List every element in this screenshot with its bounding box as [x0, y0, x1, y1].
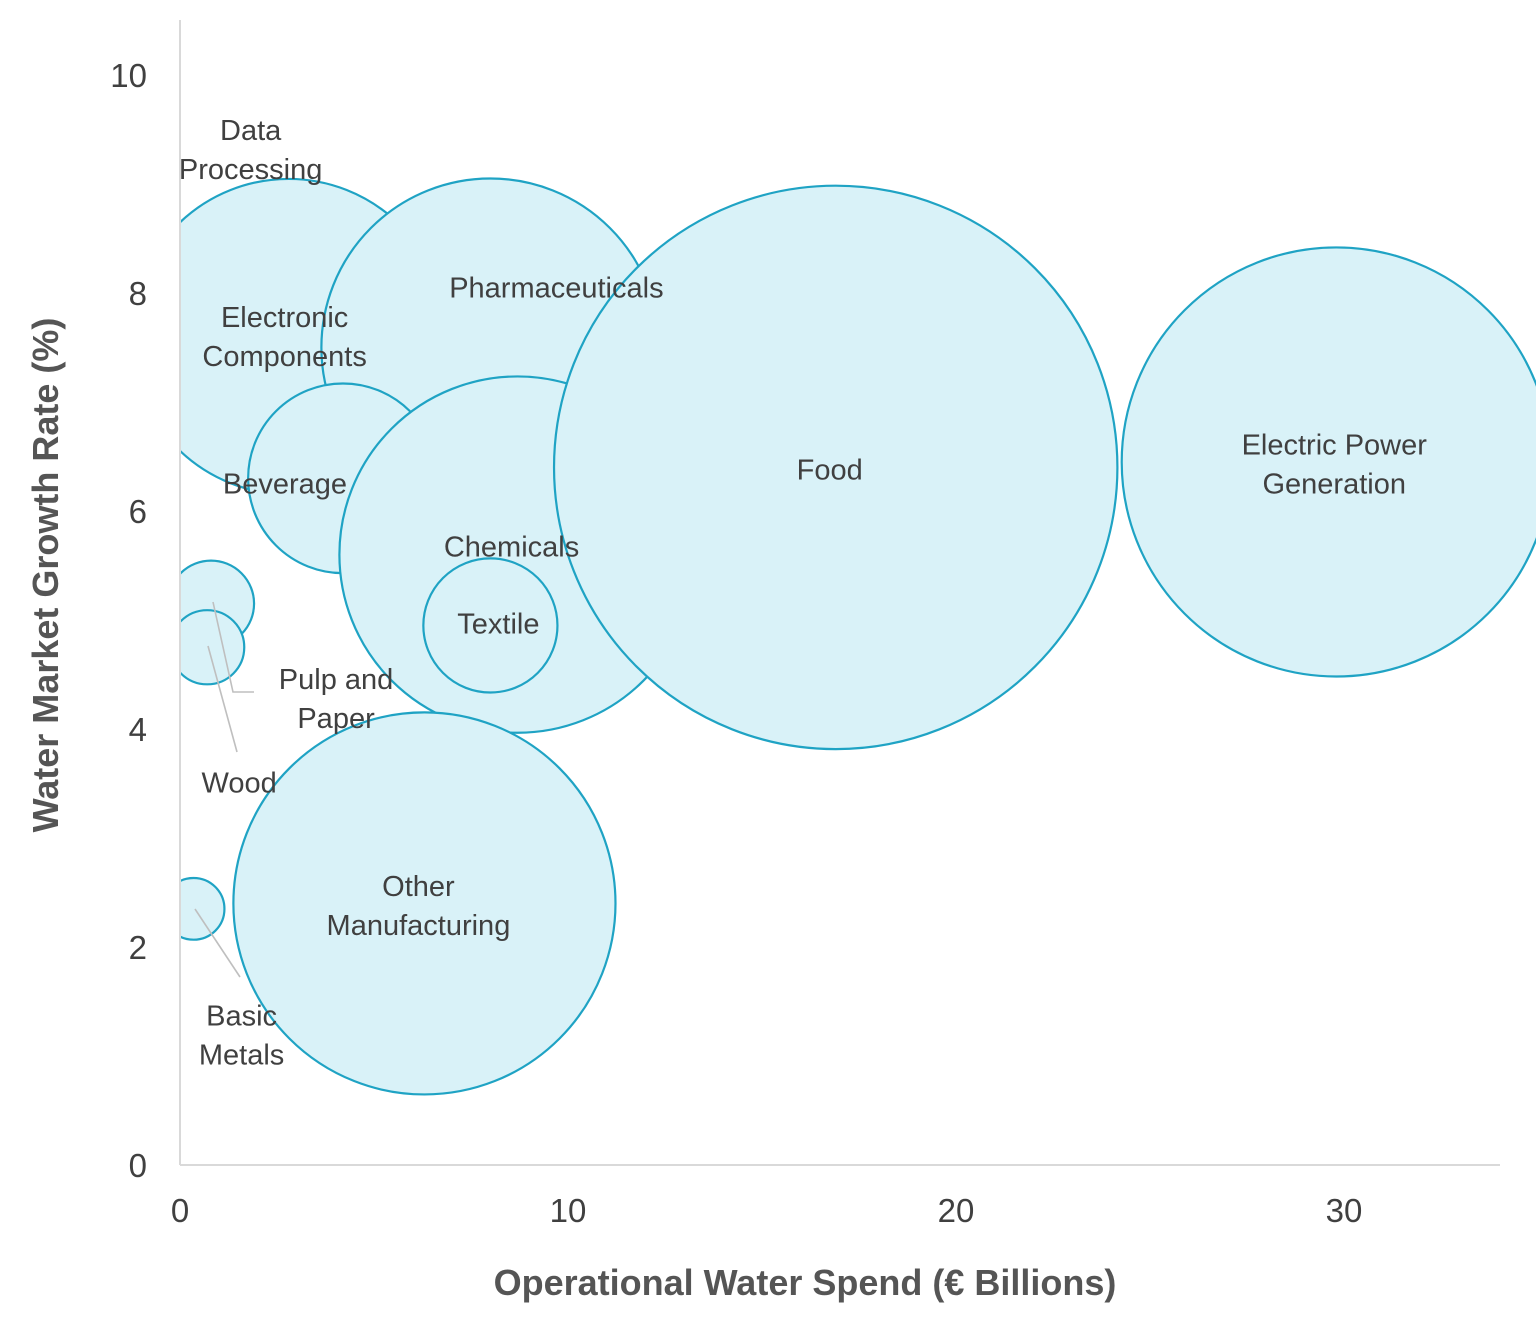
bubble-label: Components	[202, 341, 366, 373]
bubble-food	[552, 184, 1119, 751]
bubble-label: Generation	[1262, 468, 1406, 500]
y-tick-label: 0	[129, 1147, 147, 1184]
bubble-label: Metals	[199, 1039, 284, 1071]
bubble-label: Textile	[457, 608, 539, 640]
bubble-basic-metals	[180, 876, 226, 941]
bubble-label: Manufacturing	[327, 910, 511, 942]
bubble-label: Food	[797, 454, 863, 486]
x-tick-label: 30	[1326, 1192, 1363, 1229]
y-tick-label: 10	[110, 57, 147, 94]
bubble-label: Pharmaceuticals	[449, 273, 663, 305]
bubble-electric-power-generation	[1120, 246, 1536, 678]
leader-line	[212, 601, 254, 693]
bubble-label: Data	[220, 115, 282, 147]
y-tick-label: 8	[129, 275, 147, 312]
leader-line	[194, 908, 241, 978]
bubble-label: Processing	[179, 154, 322, 186]
bubble-other-manufacturing	[232, 711, 617, 1096]
x-tick-label: 10	[550, 1192, 587, 1229]
bubbles-layer	[180, 177, 1536, 1096]
bubble-label: Pulp and	[279, 664, 394, 696]
x-tick-label: 0	[171, 1192, 189, 1229]
bubble-label: Basic	[206, 1000, 277, 1032]
y-tick-label: 2	[129, 929, 147, 966]
x-tick-labels: 0 10 20 30	[171, 1192, 1363, 1229]
bubble-label: Wood	[202, 767, 277, 799]
bubble-label: Other	[382, 871, 455, 903]
bubble-label: Chemicals	[444, 532, 579, 564]
bubble-label: Beverage	[223, 468, 347, 500]
bubble-textile	[422, 557, 559, 694]
bubble-label: Electronic	[221, 302, 348, 334]
bubble-label: Paper	[297, 703, 375, 735]
x-tick-label: 20	[938, 1192, 975, 1229]
leader-lines-layer	[194, 601, 254, 978]
y-axis-title: Water Market Growth Rate (%)	[25, 318, 66, 833]
leader-line	[207, 645, 238, 753]
bubble-wood	[180, 609, 246, 686]
y-tick-label: 6	[129, 493, 147, 530]
y-tick-label: 4	[129, 711, 147, 748]
bubble-label: Electric Power	[1242, 429, 1428, 461]
y-tick-labels: 0 2 4 6 8 10	[110, 57, 147, 1184]
x-axis-title: Operational Water Spend (€ Billions)	[494, 1262, 1117, 1303]
bubble-labels-layer: Data Processing Electronic Components Pharma…	[179, 115, 1427, 1071]
